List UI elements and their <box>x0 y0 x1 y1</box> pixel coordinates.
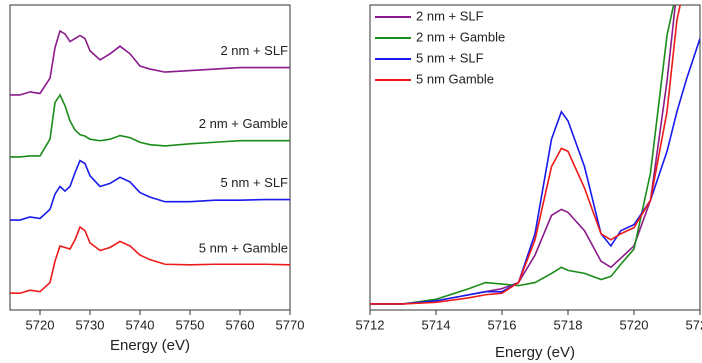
series-line <box>10 29 290 96</box>
x-axis-label: Energy (eV) <box>495 344 575 361</box>
x-tick-label: 5760 <box>226 317 255 332</box>
x-tick-label: 5718 <box>554 317 583 332</box>
x-tick-label: 5722 <box>686 317 702 332</box>
x-tick-label: 5720 <box>26 317 55 332</box>
series-line <box>370 5 682 305</box>
x-tick-label: 5720 <box>620 317 649 332</box>
legend-label: 2 nm + Gamble <box>416 29 505 44</box>
x-tick-label: 5730 <box>76 317 105 332</box>
x-tick-label: 5712 <box>356 317 385 332</box>
series-line <box>370 38 700 305</box>
x-tick-label: 5770 <box>276 317 305 332</box>
series-group <box>370 5 700 305</box>
legend-label: 5 nm Gamble <box>416 71 494 86</box>
series-line <box>370 5 677 305</box>
x-axis-label: Energy (eV) <box>110 337 190 354</box>
series-line <box>10 159 290 221</box>
series-line <box>10 93 290 158</box>
legend-label: 2 nm + SLF <box>416 8 484 23</box>
x-tick-label: 5716 <box>488 317 517 332</box>
series-line <box>10 225 290 295</box>
plot-frame <box>369 4 701 311</box>
series-label: 2 nm + Gamble <box>199 116 288 131</box>
x-tick-label: 5714 <box>422 317 451 332</box>
series-label: 5 nm + SLF <box>220 175 288 190</box>
series-group <box>10 29 290 295</box>
series-label: 5 nm + Gamble <box>199 240 288 255</box>
legend-label: 5 nm + SLF <box>416 50 484 65</box>
series-line <box>370 5 675 305</box>
x-tick-label: 5740 <box>126 317 155 332</box>
series-label: 2 nm + SLF <box>220 43 288 58</box>
x-tick-label: 5750 <box>176 317 205 332</box>
